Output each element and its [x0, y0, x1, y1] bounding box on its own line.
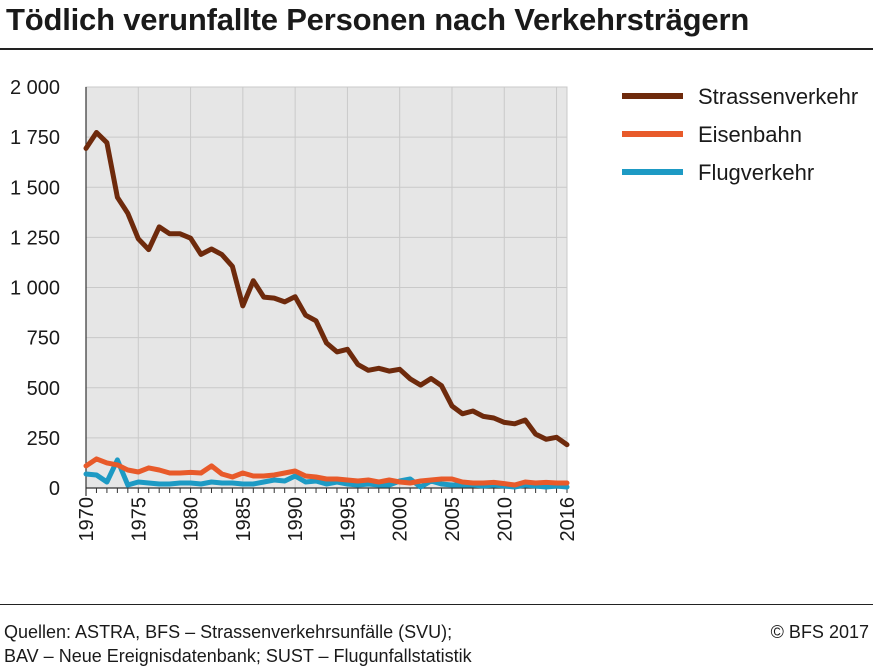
chart-title: Tödlich verunfallte Personen nach Verkeh… [6, 2, 750, 37]
x-tick-label: 1995 [337, 497, 359, 542]
legend-label-strassenverkehr: Strassenverkehr [698, 84, 858, 109]
y-tick-label: 2 000 [10, 77, 60, 99]
x-tick-label: 2005 [442, 497, 464, 542]
x-tick-label: 2010 [494, 497, 516, 542]
series-line-flugverkehr [83, 457, 570, 490]
y-tick-label: 500 [27, 378, 60, 400]
x-tick-label: 2000 [390, 497, 412, 542]
title-rule [0, 48, 873, 50]
x-tick-label: 1980 [181, 497, 203, 542]
series-line-strassenverkehr [83, 130, 570, 448]
legend-label-flugverkehr: Flugverkehr [698, 160, 814, 185]
y-tick-label: 1 500 [10, 177, 60, 199]
x-tick-label: 2016 [557, 497, 579, 542]
y-tick-label: 1 750 [10, 127, 60, 149]
x-axis-ticks: 1970 1975 1980 1985 1990 1995 2000 2005 2010 2016 [76, 488, 579, 542]
y-tick-label: 0 [49, 478, 60, 500]
source-line-1: Quellen: ASTRA, BFS – Strassenverkehrsun… [4, 622, 453, 642]
x-tick-label: 1970 [76, 497, 98, 542]
y-tick-label: 250 [27, 428, 60, 450]
x-tick-label: 1975 [128, 497, 150, 542]
series-line-eisenbahn [83, 456, 570, 488]
legend-label-eisenbahn: Eisenbahn [698, 122, 802, 147]
legend: Strassenverkehr Eisenbahn Flugverkehr [622, 84, 858, 185]
y-tick-label: 1 000 [10, 278, 60, 300]
x-tick-label: 1990 [285, 497, 307, 542]
line-chart: 0 250 500 750 1 000 1 250 1 500 1 750 2 000 1970… [10, 77, 858, 542]
y-tick-label: 1 250 [10, 227, 60, 249]
y-axis-ticks: 0 250 500 750 1 000 1 250 1 500 1 750 2 000 [10, 77, 60, 500]
x-tick-label: 1985 [233, 497, 255, 542]
series-lines [83, 130, 570, 490]
footer-rule [0, 604, 873, 605]
source-line-2: BAV – Neue Ereignisdatenbank; SUST – Flu… [4, 646, 472, 666]
y-tick-label: 750 [27, 328, 60, 350]
copyright: © BFS 2017 [770, 622, 869, 642]
